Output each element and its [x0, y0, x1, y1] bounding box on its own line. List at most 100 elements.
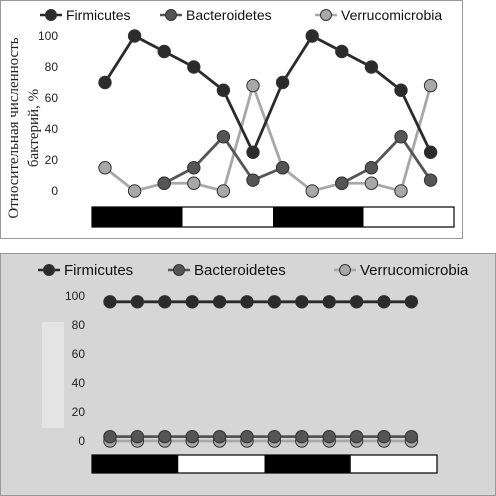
data-point-bacteroidetes — [158, 429, 172, 444]
y-tick-label: 40 — [72, 376, 86, 390]
data-point-firmicutes — [127, 29, 142, 43]
period-segment-light — [408, 455, 438, 473]
data-point-firmicutes — [275, 75, 290, 90]
data-point-firmicutes — [349, 295, 364, 309]
data-point-bacteroidetes — [335, 176, 349, 190]
period-segment-dark — [152, 207, 183, 227]
chart-bottom: 0 20 40 60 80 100 Firmicutes Bacteroidetes Verru… — [38, 262, 469, 474]
legend-marker-verrucomicrobia — [339, 264, 351, 276]
y-tick-label: 20 — [45, 153, 59, 167]
data-point-bacteroidetes — [364, 161, 379, 175]
data-point-bacteroidetes — [216, 130, 231, 144]
data-point-verrucomicrobia — [187, 176, 201, 190]
bottom-panel-shade — [42, 322, 64, 428]
data-point-firmicutes — [185, 295, 199, 309]
period-segment-light — [242, 207, 274, 227]
data-point-firmicutes — [212, 295, 227, 309]
period-segment-dark — [92, 207, 123, 227]
y-tick-label: 40 — [45, 122, 59, 136]
period-segment-dark — [149, 455, 179, 473]
legend-label-verrucomicrobia: Verrucomicrobia — [341, 7, 442, 23]
period-bar-outline — [91, 206, 455, 228]
data-point-firmicutes — [377, 295, 391, 309]
data-point-firmicutes — [157, 44, 171, 59]
data-point-bacteroidetes — [275, 161, 290, 175]
data-point-verrucomicrobia — [216, 184, 231, 198]
legend-label-bacteroidetes: Bacteroidetes — [186, 7, 272, 23]
legend-marker-bacteroidetes — [165, 9, 177, 21]
data-point-firmicutes — [98, 75, 112, 90]
y-tick-label: 60 — [45, 91, 59, 105]
period-segment-light — [182, 207, 213, 227]
data-point-verrucomicrobia — [305, 184, 319, 198]
legend-marker-firmicutes — [45, 9, 57, 21]
legend-label-firmicutes: Firmicutes — [64, 262, 133, 279]
data-point-firmicutes — [322, 295, 336, 309]
y-axis-title: Относительная численность бактерий, % — [6, 37, 42, 218]
data-point-firmicutes — [295, 295, 309, 309]
data-point-firmicutes — [103, 295, 117, 309]
data-point-verrucomicrobia — [423, 78, 438, 93]
data-point-verrucomicrobia — [98, 161, 112, 175]
data-point-firmicutes — [240, 295, 254, 309]
period-segment-dark — [303, 207, 334, 227]
data-point-bacteroidetes — [267, 429, 282, 444]
data-point-firmicutes — [267, 295, 282, 309]
data-point-bacteroidetes — [157, 176, 171, 190]
data-point-firmicutes — [158, 295, 172, 309]
data-point-firmicutes — [423, 145, 438, 159]
data-point-verrucomicrobia — [364, 176, 379, 190]
data-point-bacteroidetes — [295, 429, 309, 444]
data-point-bacteroidetes — [103, 429, 117, 444]
period-bar-outline — [91, 454, 438, 474]
y-tick-label: 100 — [65, 289, 85, 303]
period-segment-light — [235, 455, 265, 473]
data-point-bacteroidetes — [377, 429, 391, 444]
y-tick-label: 100 — [38, 29, 58, 43]
period-segment-dark — [293, 455, 323, 473]
period-segment-light — [423, 207, 455, 227]
period-segment-dark — [122, 207, 153, 227]
data-point-firmicutes — [335, 44, 349, 59]
period-segment-dark — [322, 455, 352, 473]
data-point-firmicutes — [246, 145, 260, 159]
legend-label-bacteroidetes: Bacteroidetes — [194, 262, 286, 279]
y-tick-label: 0 — [51, 184, 58, 198]
period-segment-light — [207, 455, 237, 473]
period-segment-light — [212, 207, 244, 227]
data-point-firmicutes — [404, 295, 419, 309]
y-tick-label: 20 — [72, 405, 86, 419]
y-axis-title-line2: бактерий, % — [26, 89, 42, 167]
data-point-bacteroidetes — [212, 429, 227, 444]
legend-marker-firmicutes — [43, 264, 55, 276]
chart-top: 0 20 40 60 80 100 Firmicutes Bacteroidetes Verru… — [38, 7, 455, 228]
legend-label-firmicutes: Firmicutes — [66, 7, 131, 23]
data-point-firmicutes — [305, 29, 319, 43]
y-tick-label: 80 — [45, 60, 59, 74]
data-point-bacteroidetes — [187, 161, 201, 175]
series-line-bacteroidetes — [341, 134, 432, 185]
data-point-firmicutes — [394, 83, 408, 97]
y-tick-label: 80 — [72, 318, 86, 332]
data-point-bacteroidetes — [130, 429, 145, 444]
period-segment-dark — [92, 455, 122, 473]
legend-marker-verrucomicrobia — [320, 9, 332, 21]
data-point-bacteroidetes — [240, 429, 254, 444]
data-point-bacteroidetes — [394, 130, 408, 144]
data-point-verrucomicrobia — [127, 184, 142, 198]
period-segment-light — [363, 207, 394, 227]
data-point-bacteroidetes — [349, 429, 364, 444]
data-point-bacteroidetes — [322, 429, 336, 444]
period-segment-dark — [333, 207, 364, 227]
data-point-verrucomicrobia — [246, 78, 260, 93]
period-segment-dark — [120, 455, 150, 473]
y-tick-label: 0 — [78, 434, 85, 448]
y-tick-label: 60 — [72, 347, 86, 361]
data-point-firmicutes — [130, 295, 145, 309]
period-segment-dark — [273, 207, 304, 227]
data-point-firmicutes — [364, 60, 379, 74]
data-point-bacteroidetes — [185, 429, 199, 444]
period-segment-light — [178, 455, 208, 473]
data-point-firmicutes — [216, 83, 231, 97]
